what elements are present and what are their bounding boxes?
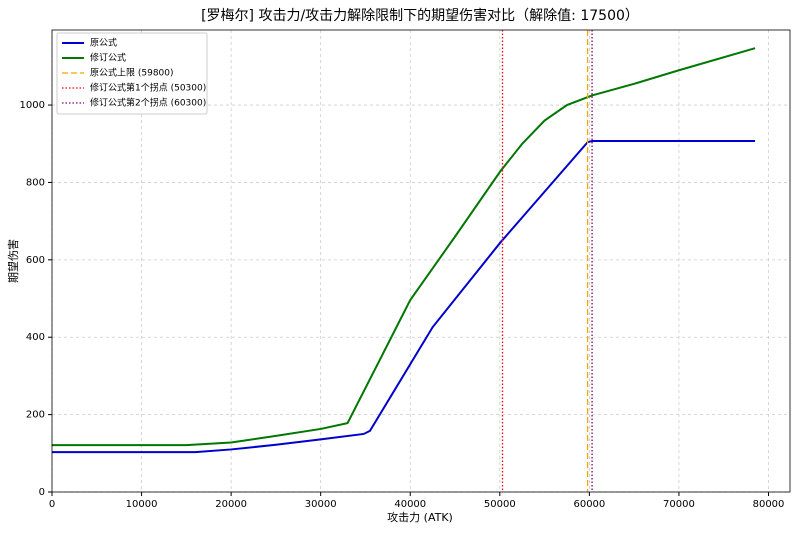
x-tick-label: 0 (49, 499, 55, 510)
plot-frame (51, 29, 791, 493)
line-series (52, 47, 756, 447)
y-axis-label: 期望伤害 (6, 239, 20, 283)
x-tick-label: 50000 (484, 499, 516, 510)
y-tick-label: 0 (39, 487, 45, 498)
legend-label: 原公式上限 (59800) (90, 67, 174, 79)
legend-box (56, 32, 208, 115)
y-tick-label: 600 (26, 255, 45, 266)
legend-label: 修订公式第2个拐点 (60300) (90, 97, 206, 109)
y-tick-label: 200 (26, 410, 45, 421)
legend-label: 原公式 (90, 37, 117, 49)
line-series (52, 140, 756, 454)
y-tick-label: 800 (26, 177, 45, 188)
y-tick-label: 400 (26, 332, 45, 343)
x-tick-label: 10000 (126, 499, 158, 510)
x-tick-label: 70000 (663, 499, 695, 510)
x-tick-label: 30000 (305, 499, 337, 510)
x-axis-label: 攻击力 (ATK) (387, 510, 453, 524)
x-tick-label: 80000 (753, 499, 785, 510)
x-tick-label: 40000 (394, 499, 426, 510)
legend-label: 修订公式第1个拐点 (50300) (90, 82, 206, 94)
y-tick-label: 1000 (20, 100, 45, 111)
chart-title: [罗梅尔] 攻击力/攻击力解除限制下的期望伤害对比（解除值: 17500） (201, 8, 639, 24)
legend-label: 修订公式 (90, 52, 126, 64)
x-tick-label: 20000 (215, 499, 247, 510)
x-tick-label: 60000 (573, 499, 605, 510)
